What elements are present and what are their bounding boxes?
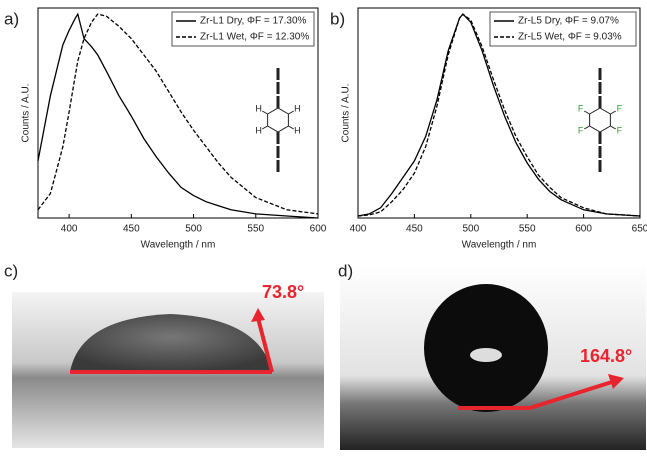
legend-label: Zr-L5 Wet, ΦF = 9.03% [518,32,622,43]
x-tick-label: 600 [575,224,592,235]
atom-label: H [255,103,262,113]
x-tick-label: 550 [247,224,264,235]
x-tick-label: 400 [61,224,78,235]
angle-label: 164.8° [580,346,632,366]
panel-label: b) [330,9,345,28]
atom-label: H [255,125,262,135]
bond [584,111,589,114]
x-tick-label: 550 [519,224,536,235]
x-tick-label: 500 [462,224,479,235]
x-tick-label: 600 [310,224,327,235]
legend-label: Zr-L1 Wet, ΦF = 12.30% [200,32,309,43]
bond [288,111,293,114]
atom-label: F [617,125,623,135]
atom-label: H [294,125,301,135]
x-axis-label: Wavelength / nm [141,240,216,251]
figure: c) d) 73.8° 164.8° a) 400 450 500 550 600 Wave… [0,0,647,453]
bond [610,126,615,129]
x-tick-label: 500 [185,224,202,235]
atom-label: F [578,103,584,113]
legend-label: Zr-L1 Dry, ΦF = 17.30% [200,16,307,27]
panel-label: d) [338,261,353,280]
x-tick-label: 450 [123,224,140,235]
x-tick-label: 450 [406,224,423,235]
atom-label: F [617,103,623,113]
bond [288,126,293,129]
angle-label: 73.8° [262,282,304,302]
y-axis-label: Counts / A.U. [21,84,32,143]
x-tick-label: 400 [350,224,367,235]
panel-label: c) [4,261,18,280]
legend-label: Zr-L5 Dry, ΦF = 9.07% [518,16,619,27]
benzene-ring [268,108,289,132]
x-tick-label: 650 [632,224,647,235]
bond [584,126,589,129]
bond [262,126,267,129]
panel-label: a) [4,9,19,28]
atom-label: H [294,103,301,113]
bond [610,111,615,114]
bond [262,111,267,114]
reflection [470,348,502,362]
x-axis-label: Wavelength / nm [462,240,537,251]
atom-label: F [578,125,584,135]
benzene-ring [590,108,611,132]
y-axis-label: Counts / A.U. [341,84,352,143]
